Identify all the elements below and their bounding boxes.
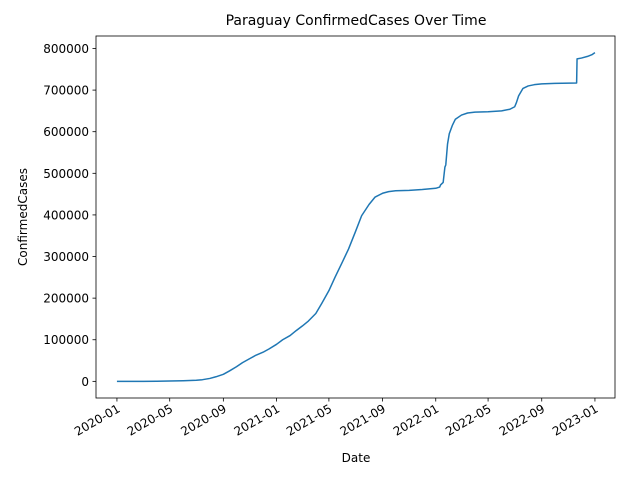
- y-tick-label: 300000: [43, 250, 89, 264]
- x-axis-label: Date: [342, 451, 371, 465]
- y-tick-label: 600000: [43, 125, 89, 139]
- chart-title: Paraguay ConfirmedCases Over Time: [226, 13, 487, 29]
- series-line-0: [116, 52, 596, 383]
- y-tick-label: 500000: [43, 167, 89, 181]
- plot-layer: [116, 52, 596, 383]
- y-tick-label: 0: [81, 375, 89, 389]
- y-tick-label: 400000: [43, 208, 89, 222]
- y-tick-label: 700000: [43, 84, 89, 98]
- plot-frame: [95, 35, 616, 399]
- y-tick-label: 100000: [43, 333, 89, 347]
- y-axis-label: ConfirmedCases: [16, 168, 30, 266]
- y-tick-label: 800000: [43, 42, 89, 56]
- y-tick-label: 200000: [43, 292, 89, 306]
